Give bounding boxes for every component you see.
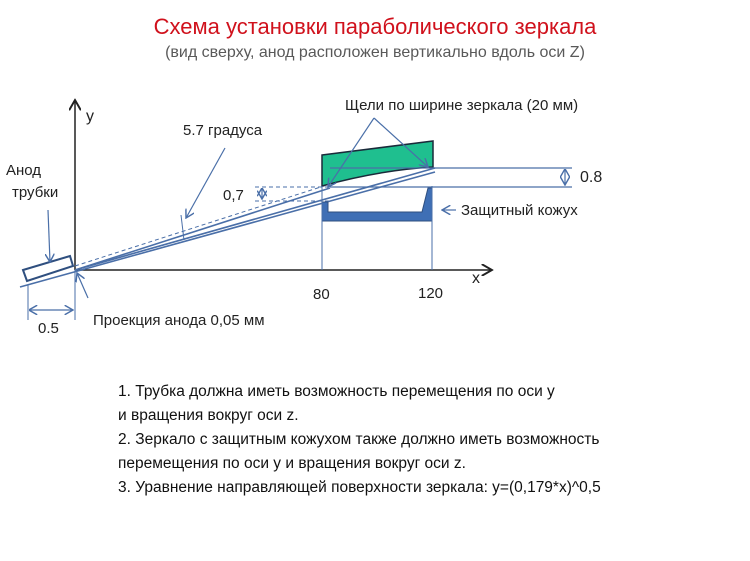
note-line: перемещения по оси y и вращения вокруг о… (118, 455, 466, 472)
x-axis-label: x (472, 270, 480, 287)
y-axis-label: y (86, 108, 94, 125)
projection-callout-arrow (77, 273, 89, 299)
page-title: Схема установки параболического зеркала (153, 14, 597, 39)
note-line: 3. Уравнение направляющей поверхности зе… (118, 479, 601, 496)
notes-list: 1. Трубка должна иметь возможность перем… (118, 380, 601, 500)
anode-shape (21, 254, 75, 283)
slit-callout-arrow-left (328, 117, 375, 187)
note-line: 1. Трубка должна иметь возможность перем… (118, 383, 555, 400)
anode-callout-arrow (48, 209, 50, 262)
page-subtitle: (вид сверху, анод расположен вертикально… (165, 44, 585, 61)
tick-80-label: 80 (313, 286, 330, 303)
slit-width-label: 0.8 (580, 169, 603, 186)
angle-label: 5.7 градуса (183, 122, 263, 139)
note-line: 2. Зеркало с защитным кожухом также долж… (118, 431, 600, 448)
projection-label: Проекция анода 0,05 мм (93, 312, 265, 329)
gap-label: 0,7 (223, 187, 244, 204)
anode-label-line1: Анод (6, 162, 42, 179)
offset-label: 0.5 (38, 320, 59, 337)
protective-housing (321, 187, 433, 222)
mirror-shape (321, 140, 434, 187)
anode-label-line2: трубки (12, 184, 59, 201)
note-line: и вращения вокруг оси z. (118, 407, 299, 424)
angle-callout-arrow (186, 147, 226, 218)
tick-120-label: 120 (418, 285, 444, 302)
housing-label: Защитный кожух (461, 202, 578, 219)
slits-label: Щели по ширине зеркала (20 мм) (345, 97, 579, 114)
slit-callout-arrow-right (373, 117, 428, 167)
beam-lines (19, 167, 436, 288)
